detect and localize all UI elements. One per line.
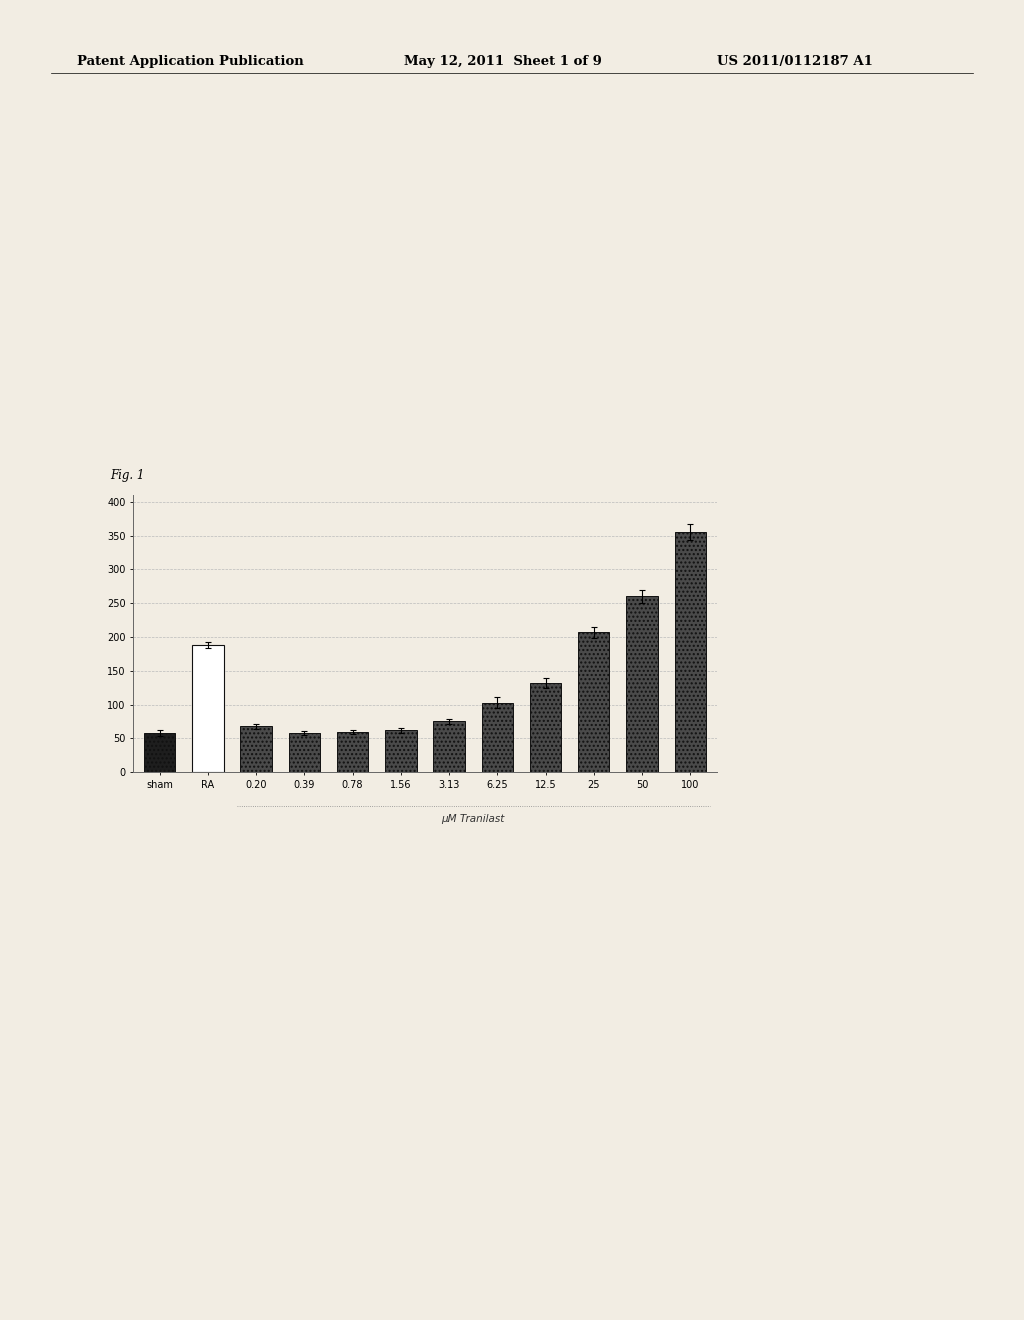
Bar [385, 730, 417, 772]
Text: μM Tranilast: μM Tranilast [441, 814, 505, 824]
Bar [289, 733, 321, 772]
Bar [433, 722, 465, 772]
Bar [579, 632, 609, 772]
Bar [144, 733, 175, 772]
Bar [529, 682, 561, 772]
Bar [241, 726, 271, 772]
Bar [627, 597, 657, 772]
Bar [481, 702, 513, 772]
Text: Patent Application Publication: Patent Application Publication [77, 55, 303, 69]
Bar [193, 645, 223, 772]
Bar [675, 532, 706, 772]
Text: Fig. 1: Fig. 1 [111, 469, 145, 482]
Text: May 12, 2011  Sheet 1 of 9: May 12, 2011 Sheet 1 of 9 [404, 55, 602, 69]
Bar [337, 731, 369, 772]
Text: US 2011/0112187 A1: US 2011/0112187 A1 [717, 55, 872, 69]
